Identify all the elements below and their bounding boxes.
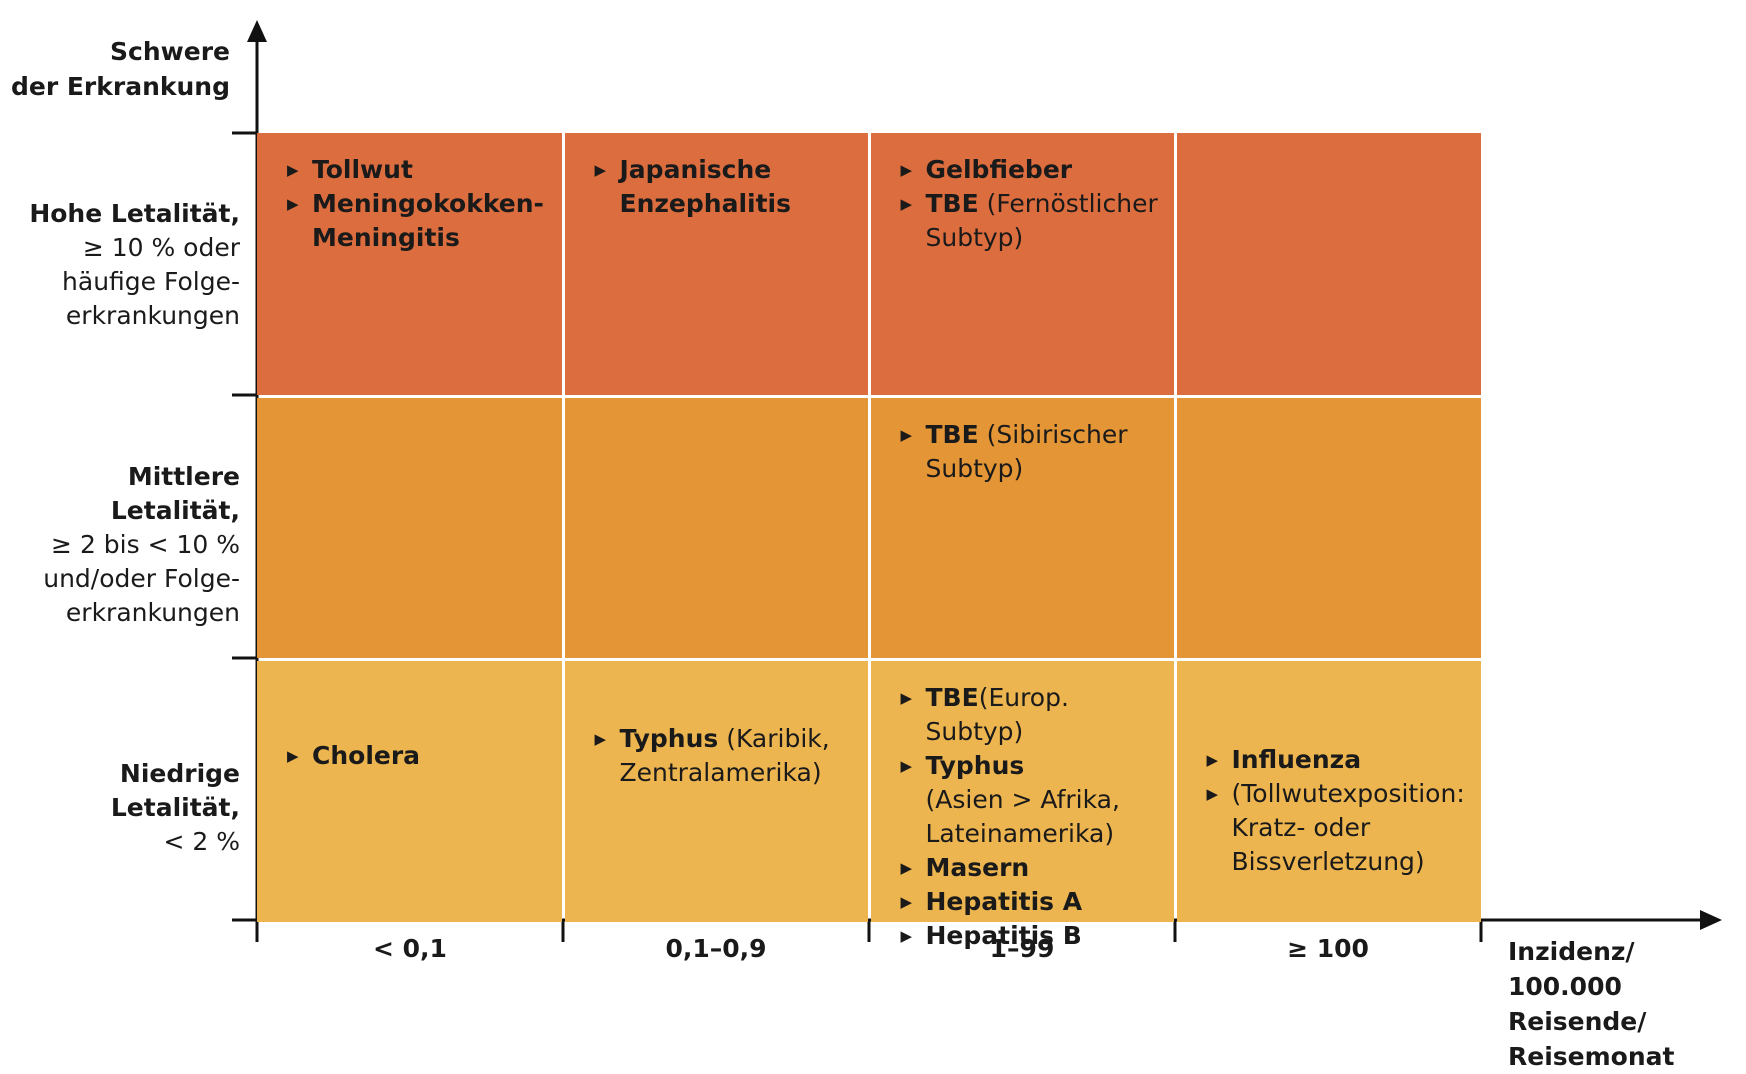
- matrix-cell: ▶ Influenza ▶ (Tollwutexposition: Kratz- ode…: [1176, 660, 1482, 922]
- disease-note: Zentralamerika): [619, 758, 822, 788]
- disease-entry: ▶ TBE (Fernöstlicher Subtyp): [901, 187, 1174, 255]
- disease-name: Meningitis: [312, 223, 460, 252]
- disease-name: Influenza: [1231, 745, 1362, 775]
- disease-name: Enzephalitis: [619, 189, 791, 218]
- x-axis-title: Inzidenz/ 100.000 Reisende/ Reisemonat: [1508, 934, 1746, 1074]
- disease-name: Hepatitis A: [925, 886, 1083, 916]
- disease-note: (Europ. Subtyp): [925, 682, 1069, 746]
- matrix-cell: ▶ TBE (Sibirischer Subtyp): [870, 397, 1174, 658]
- disease-name: Typhus: [619, 724, 719, 754]
- disease-entry: ▶ Meningokokken- Meningitis: [287, 187, 562, 255]
- matrix-cell: [257, 397, 562, 658]
- disease-name: Tollwut: [312, 155, 413, 184]
- disease-name: TBE: [925, 189, 979, 218]
- disease-entry: ▶ Typhus (Karibik, Zentralamerika): [595, 722, 868, 790]
- disease-entry: ▶ TBE (Sibirischer Subtyp): [901, 418, 1174, 486]
- bullet-triangle-icon: ▶: [900, 892, 913, 911]
- y-axis-arrow: [247, 20, 267, 42]
- x-axis-arrow: [1700, 910, 1722, 930]
- row-label-line: häufige Folge-: [62, 266, 240, 296]
- matrix-cell: ▶ Japanische Enzephalitis: [564, 133, 868, 395]
- disease-entry: ▶ Tollwut: [287, 153, 562, 187]
- bullet-triangle-icon: ▶: [287, 161, 299, 179]
- row-label-line: erkrankungen: [65, 300, 240, 330]
- bullet-triangle-icon: ▶: [900, 195, 913, 213]
- y-axis-title-line: der Erkrankung: [10, 72, 230, 101]
- disease-name: TBE: [925, 682, 979, 712]
- bullet-triangle-icon: ▶: [900, 425, 913, 444]
- bullet-triangle-icon: ▶: [900, 926, 913, 945]
- matrix-cell: ▶ Cholera: [257, 660, 562, 922]
- row-label-head: Mittlere Letalität,: [110, 461, 240, 525]
- bullet-triangle-icon: ▶: [900, 858, 913, 877]
- disease-name: Cholera: [312, 741, 421, 771]
- bullet-triangle-icon: ▶: [900, 756, 913, 775]
- row-label-line: und/oder Folge-: [43, 563, 240, 593]
- x-tick-label: 1–99: [989, 934, 1055, 963]
- x-tick-label: 0,1–0,9: [665, 934, 767, 963]
- disease-entry: ▶ Masern: [901, 851, 1174, 885]
- disease-entry: ▶ (Tollwutexposition: Kratz- oder Bissverle…: [1207, 777, 1482, 879]
- disease-note: Subtyp): [925, 223, 1024, 252]
- disease-entry: ▶ Hepatitis A: [901, 885, 1174, 919]
- disease-entry: ▶ Typhus (Asien > Afrika, Lateinamerika): [901, 749, 1174, 851]
- risk-matrix-diagram: Schwere der Erkrankung Inzidenz/ 100.000…: [0, 20, 1722, 1071]
- bullet-triangle-icon: ▶: [1206, 751, 1219, 770]
- disease-entry: ▶ Gelbfieber: [901, 153, 1174, 187]
- row-label: Hohe Letalität, ≥ 10 % oder häufige Folge-…: [0, 197, 240, 333]
- disease-name: Gelbfieber: [925, 155, 1073, 184]
- x-axis-title-line: Inzidenz/: [1508, 937, 1635, 966]
- matrix-cell: ▶ Gelbfieber ▶ TBE (Fernöstlicher Subtyp): [870, 133, 1174, 395]
- y-axis-title-line: Schwere: [110, 37, 230, 66]
- disease-name: Typhus: [925, 750, 1025, 780]
- disease-entry: ▶ Cholera: [287, 739, 562, 773]
- bullet-triangle-icon: ▶: [900, 688, 913, 707]
- matrix-cell: ▶ Typhus (Karibik, Zentralamerika): [564, 660, 868, 922]
- disease-note: (Karibik,: [718, 724, 830, 754]
- matrix-cell: [564, 397, 868, 658]
- matrix-cell: [1176, 397, 1481, 658]
- row-label-head: Niedrige Letalität,: [110, 758, 240, 822]
- disease-note: Kratz- oder: [1231, 813, 1371, 843]
- row-label: Mittlere Letalität, ≥ 2 bis < 10 % und/ode…: [0, 460, 240, 630]
- bullet-triangle-icon: ▶: [900, 161, 913, 179]
- disease-note: Subtyp): [925, 453, 1024, 483]
- row-label: Niedrige Letalität, < 2 %: [0, 757, 240, 859]
- disease-entry: ▶ Japanische Enzephalitis: [595, 153, 868, 221]
- disease-entry: ▶ TBE(Europ. Subtyp): [901, 681, 1174, 749]
- disease-note: (Fernöstlicher: [978, 189, 1158, 218]
- disease-note: (Sibirischer: [978, 419, 1128, 449]
- disease-entry: ▶ Hepatitis B: [901, 919, 1174, 953]
- row-label-line: ≥ 10 % oder: [82, 232, 240, 262]
- x-tick-label: ≥ 100: [1287, 934, 1369, 963]
- x-axis-title-line: Reisemonat: [1508, 1042, 1675, 1071]
- matrix-cell: [1176, 133, 1481, 395]
- disease-name: Meningokokken-: [312, 189, 544, 218]
- disease-entry: ▶ Influenza: [1207, 743, 1482, 777]
- row-label-line: < 2 %: [163, 826, 240, 856]
- disease-name: TBE: [925, 419, 979, 449]
- x-axis-title-line: 100.000 Reisende/: [1508, 972, 1647, 1036]
- disease-note: (Tollwutexposition:: [1231, 779, 1465, 809]
- bullet-triangle-icon: ▶: [287, 195, 299, 213]
- bullet-triangle-icon: ▶: [594, 730, 607, 749]
- matrix-cell: ▶ TBE(Europ. Subtyp) ▶ Typhus (Asien > Afrik…: [870, 660, 1174, 950]
- row-label-line: erkrankungen: [65, 597, 240, 627]
- disease-note: Lateinamerika): [925, 818, 1115, 848]
- bullet-triangle-icon: ▶: [287, 747, 299, 766]
- y-axis-title: Schwere der Erkrankung: [0, 34, 230, 104]
- disease-name: Japanische: [619, 155, 772, 184]
- row-label-head: Hohe Letalität,: [29, 198, 240, 228]
- matrix-cell: ▶ Tollwut ▶ Meningokokken- Meningitis: [257, 133, 562, 395]
- bullet-triangle-icon: ▶: [594, 161, 607, 179]
- x-tick-label: < 0,1: [373, 934, 447, 963]
- disease-note: Bissverletzung): [1231, 847, 1425, 877]
- bullet-triangle-icon: ▶: [1206, 785, 1219, 804]
- disease-note: (Asien > Afrika,: [925, 784, 1120, 814]
- row-label-line: ≥ 2 bis < 10 %: [51, 529, 240, 559]
- disease-name: Hepatitis B: [925, 920, 1082, 950]
- disease-name: Masern: [925, 852, 1030, 882]
